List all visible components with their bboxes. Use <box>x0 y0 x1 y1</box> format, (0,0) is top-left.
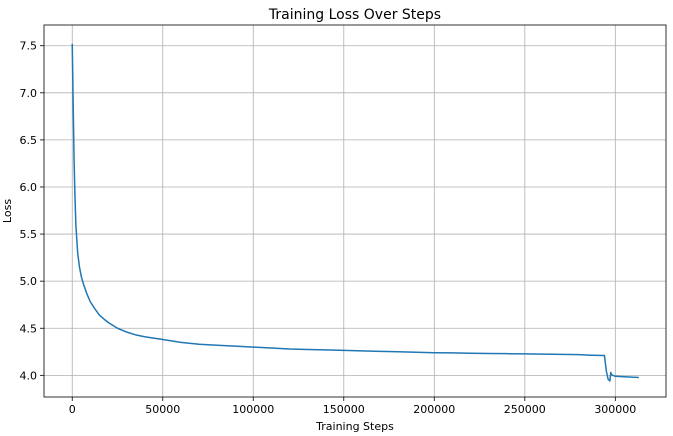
x-tick-label: 250000 <box>504 403 546 416</box>
y-tick-label: 6.5 <box>20 134 38 147</box>
x-tick-label: 50000 <box>145 403 180 416</box>
y-axis: 4.0 4.5 5.0 5.5 6.0 6.5 7.0 7.5 <box>20 40 44 382</box>
x-tick-label: 0 <box>69 403 76 416</box>
y-tick-label: 5.5 <box>20 228 38 241</box>
series-layer <box>71 43 639 382</box>
y-tick-label: 4.0 <box>20 369 38 382</box>
y-tick-label: 7.0 <box>20 87 38 100</box>
plot-frame <box>43 24 667 398</box>
x-axis-label: Training Steps <box>315 420 394 433</box>
x-tick-label: 100000 <box>232 403 274 416</box>
x-tick-label: 300000 <box>594 403 636 416</box>
x-tick-label: 150000 <box>323 403 365 416</box>
y-axis-label: Loss <box>1 199 14 223</box>
grid <box>44 25 666 397</box>
x-tick-label: 200000 <box>413 403 455 416</box>
chart-title: Training Loss Over Steps <box>268 7 441 23</box>
y-tick-label: 5.0 <box>20 275 38 288</box>
x-axis: 0 50000 100000 150000 200000 250000 300000 <box>69 397 636 416</box>
y-tick-label: 7.5 <box>20 40 38 53</box>
y-tick-label: 6.0 <box>20 181 38 194</box>
loss-series-line <box>71 43 639 382</box>
y-tick-label: 4.5 <box>20 322 38 335</box>
